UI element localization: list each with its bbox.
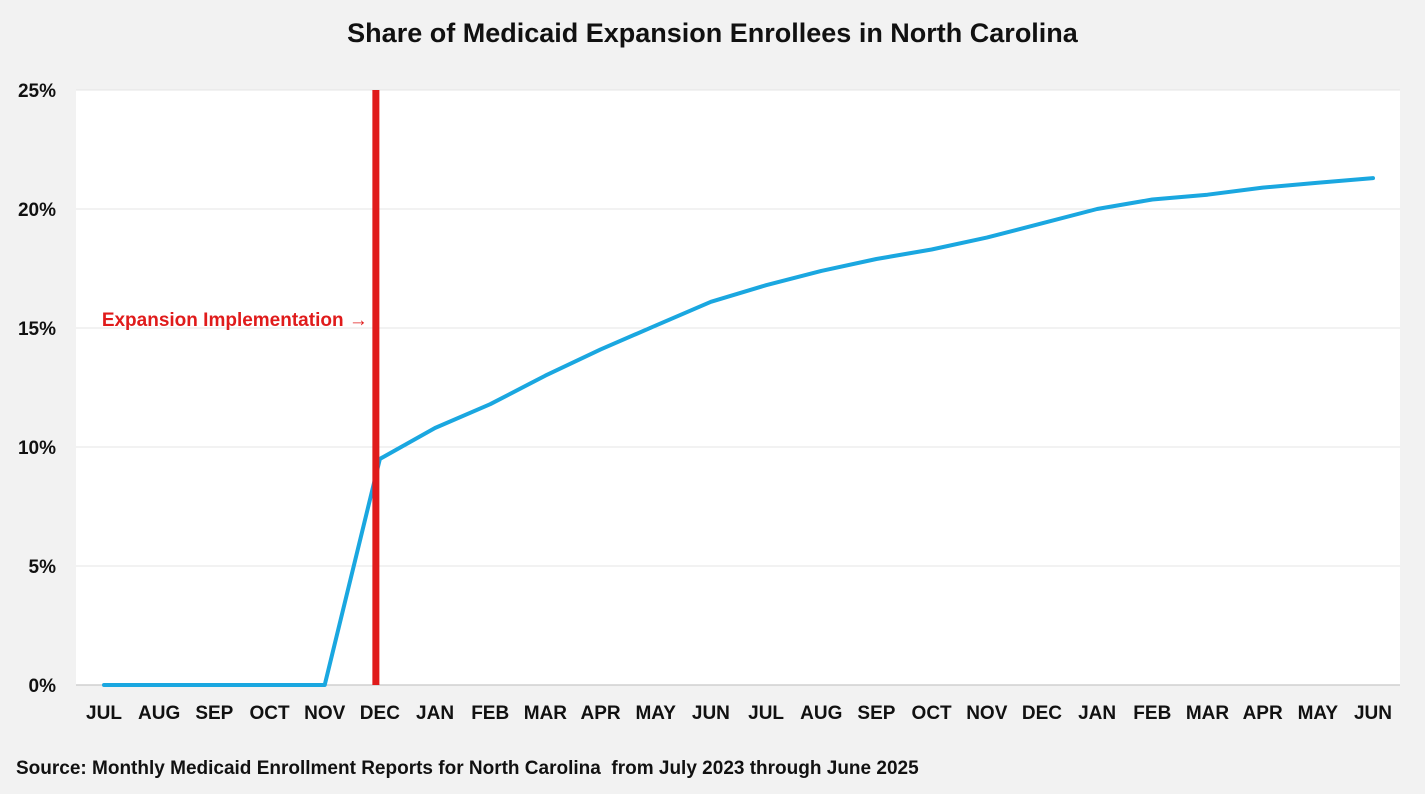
y-axis-ticks: 0% 5% 10% 15% 20% 25% <box>18 81 56 697</box>
chart-title: Share of Medicaid Expansion Enrollees in… <box>347 18 1078 48</box>
x-tick-label: MAY <box>635 703 676 724</box>
gridlines <box>76 89 1400 686</box>
x-tick-label: APR <box>1243 703 1283 724</box>
y-tick-label: 20% <box>18 200 56 221</box>
x-tick-label: JAN <box>1078 703 1116 724</box>
x-tick-label: AUG <box>138 703 180 724</box>
x-tick-label: OCT <box>912 703 953 724</box>
series-line <box>102 176 1375 687</box>
y-tick-label: 10% <box>18 438 56 459</box>
x-tick-label: SEP <box>857 703 895 724</box>
y-tick-label: 0% <box>29 676 57 697</box>
x-axis-ticks: JUL AUG SEP OCT NOV DEC JAN FEB MAR APR MAY JUN JUL A… <box>86 703 1392 724</box>
x-tick-label: FEB <box>1133 703 1171 724</box>
x-tick-label: APR <box>581 703 621 724</box>
x-tick-label: NOV <box>966 703 1008 724</box>
annotation-label: Expansion Implementation → <box>102 310 368 331</box>
annotation-layer: Expansion Implementation → <box>102 90 380 685</box>
x-tick-label: SEP <box>195 703 233 724</box>
x-tick-label: JUL <box>86 703 122 724</box>
x-tick-label: DEC <box>1022 703 1062 724</box>
x-tick-label: JAN <box>416 703 454 724</box>
series-layer <box>102 176 1375 687</box>
plot-area <box>76 90 1400 685</box>
y-tick-label: 5% <box>29 557 57 578</box>
x-tick-label: DEC <box>360 703 400 724</box>
x-tick-label: AUG <box>800 703 842 724</box>
x-tick-label: FEB <box>471 703 509 724</box>
x-tick-label: MAR <box>524 703 568 724</box>
x-tick-label: MAY <box>1298 703 1339 724</box>
x-tick-label: JUL <box>748 703 784 724</box>
y-tick-label: 25% <box>18 81 56 102</box>
x-tick-label: OCT <box>249 703 290 724</box>
y-tick-label: 15% <box>18 319 56 340</box>
x-tick-label: JUN <box>692 703 730 724</box>
x-tick-label: MAR <box>1186 703 1230 724</box>
x-tick-label: NOV <box>304 703 346 724</box>
x-tick-label: JUN <box>1354 703 1392 724</box>
source-note: Source: Monthly Medicaid Enrollment Repo… <box>16 758 919 779</box>
